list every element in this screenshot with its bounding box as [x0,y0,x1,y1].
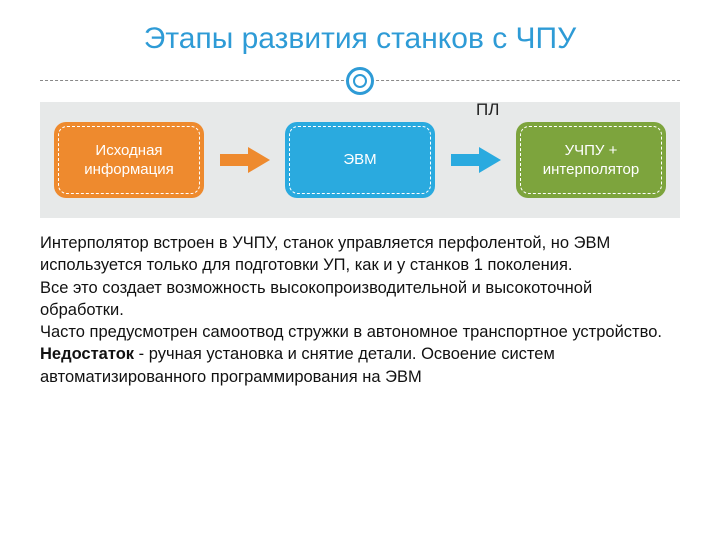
flow-node-label: УЧПУ + интерполятор [522,141,660,180]
flowchart: ПЛ Исходная информация ЭВМ УЧПУ + интерп… [40,102,680,218]
paragraph-4: Недостаток - ручная установка и снятие д… [40,343,680,388]
arrow-icon [451,145,501,175]
flow-node-source: Исходная информация [54,122,204,198]
paragraph-3: Часто предусмотрен самоотвод стружки в а… [40,321,680,343]
flow-node-label: Исходная информация [60,141,198,180]
arrow-label-pl: ПЛ [476,100,499,120]
flow-arrow-1 [220,145,270,175]
arrow-icon [220,145,270,175]
paragraph-2: Все это создает возможность высокопроизв… [40,277,680,322]
paragraph-1: Интерполятор встроен в УЧПУ, станок упра… [40,232,680,277]
paragraph-4-bold: Недостаток [40,345,134,363]
flow-node-label: ЭВМ [343,150,376,170]
title-divider [0,66,720,96]
body-text: Интерполятор встроен в УЧПУ, станок упра… [40,232,680,388]
flow-node-evm: ЭВМ [285,122,435,198]
flow-node-uchpu: УЧПУ + интерполятор [516,122,666,198]
flow-arrow-2 [451,145,501,175]
circle-ornament [346,67,374,95]
circle-ornament-inner [353,74,367,88]
page-title: Этапы развития станков с ЧПУ [0,0,720,66]
